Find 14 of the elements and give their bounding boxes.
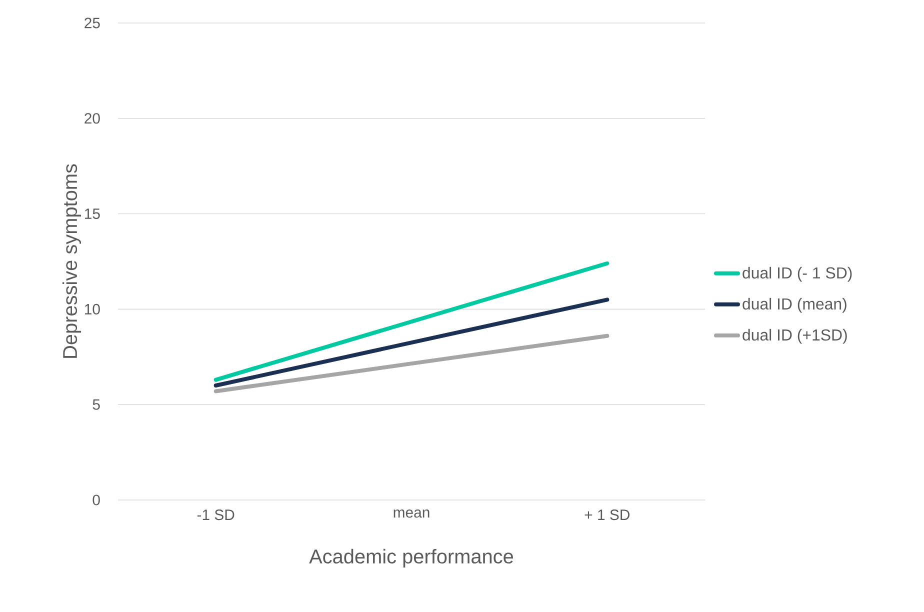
x-tick-label: + 1 SD xyxy=(584,510,630,520)
legend-label: dual ID (mean) xyxy=(742,298,846,313)
y-tick-label: 25 xyxy=(84,18,100,28)
y-tick-label: 5 xyxy=(92,399,100,410)
y-tick-label: 15 xyxy=(85,208,100,219)
y-tick-label: 0 xyxy=(92,494,100,506)
x-tick-label: -1 SD xyxy=(197,510,234,520)
x-tick-label: mean xyxy=(394,510,430,518)
y-tick-label: 20 xyxy=(84,113,100,124)
y-axis-title: Depressive symptoms xyxy=(62,164,82,358)
legend-label: dual ID (+1SD) xyxy=(742,328,847,344)
y-tick-label: 10 xyxy=(85,304,100,314)
x-axis-title: Academic performance xyxy=(309,548,514,568)
legend-label: dual ID (- 1 SD) xyxy=(742,266,852,282)
